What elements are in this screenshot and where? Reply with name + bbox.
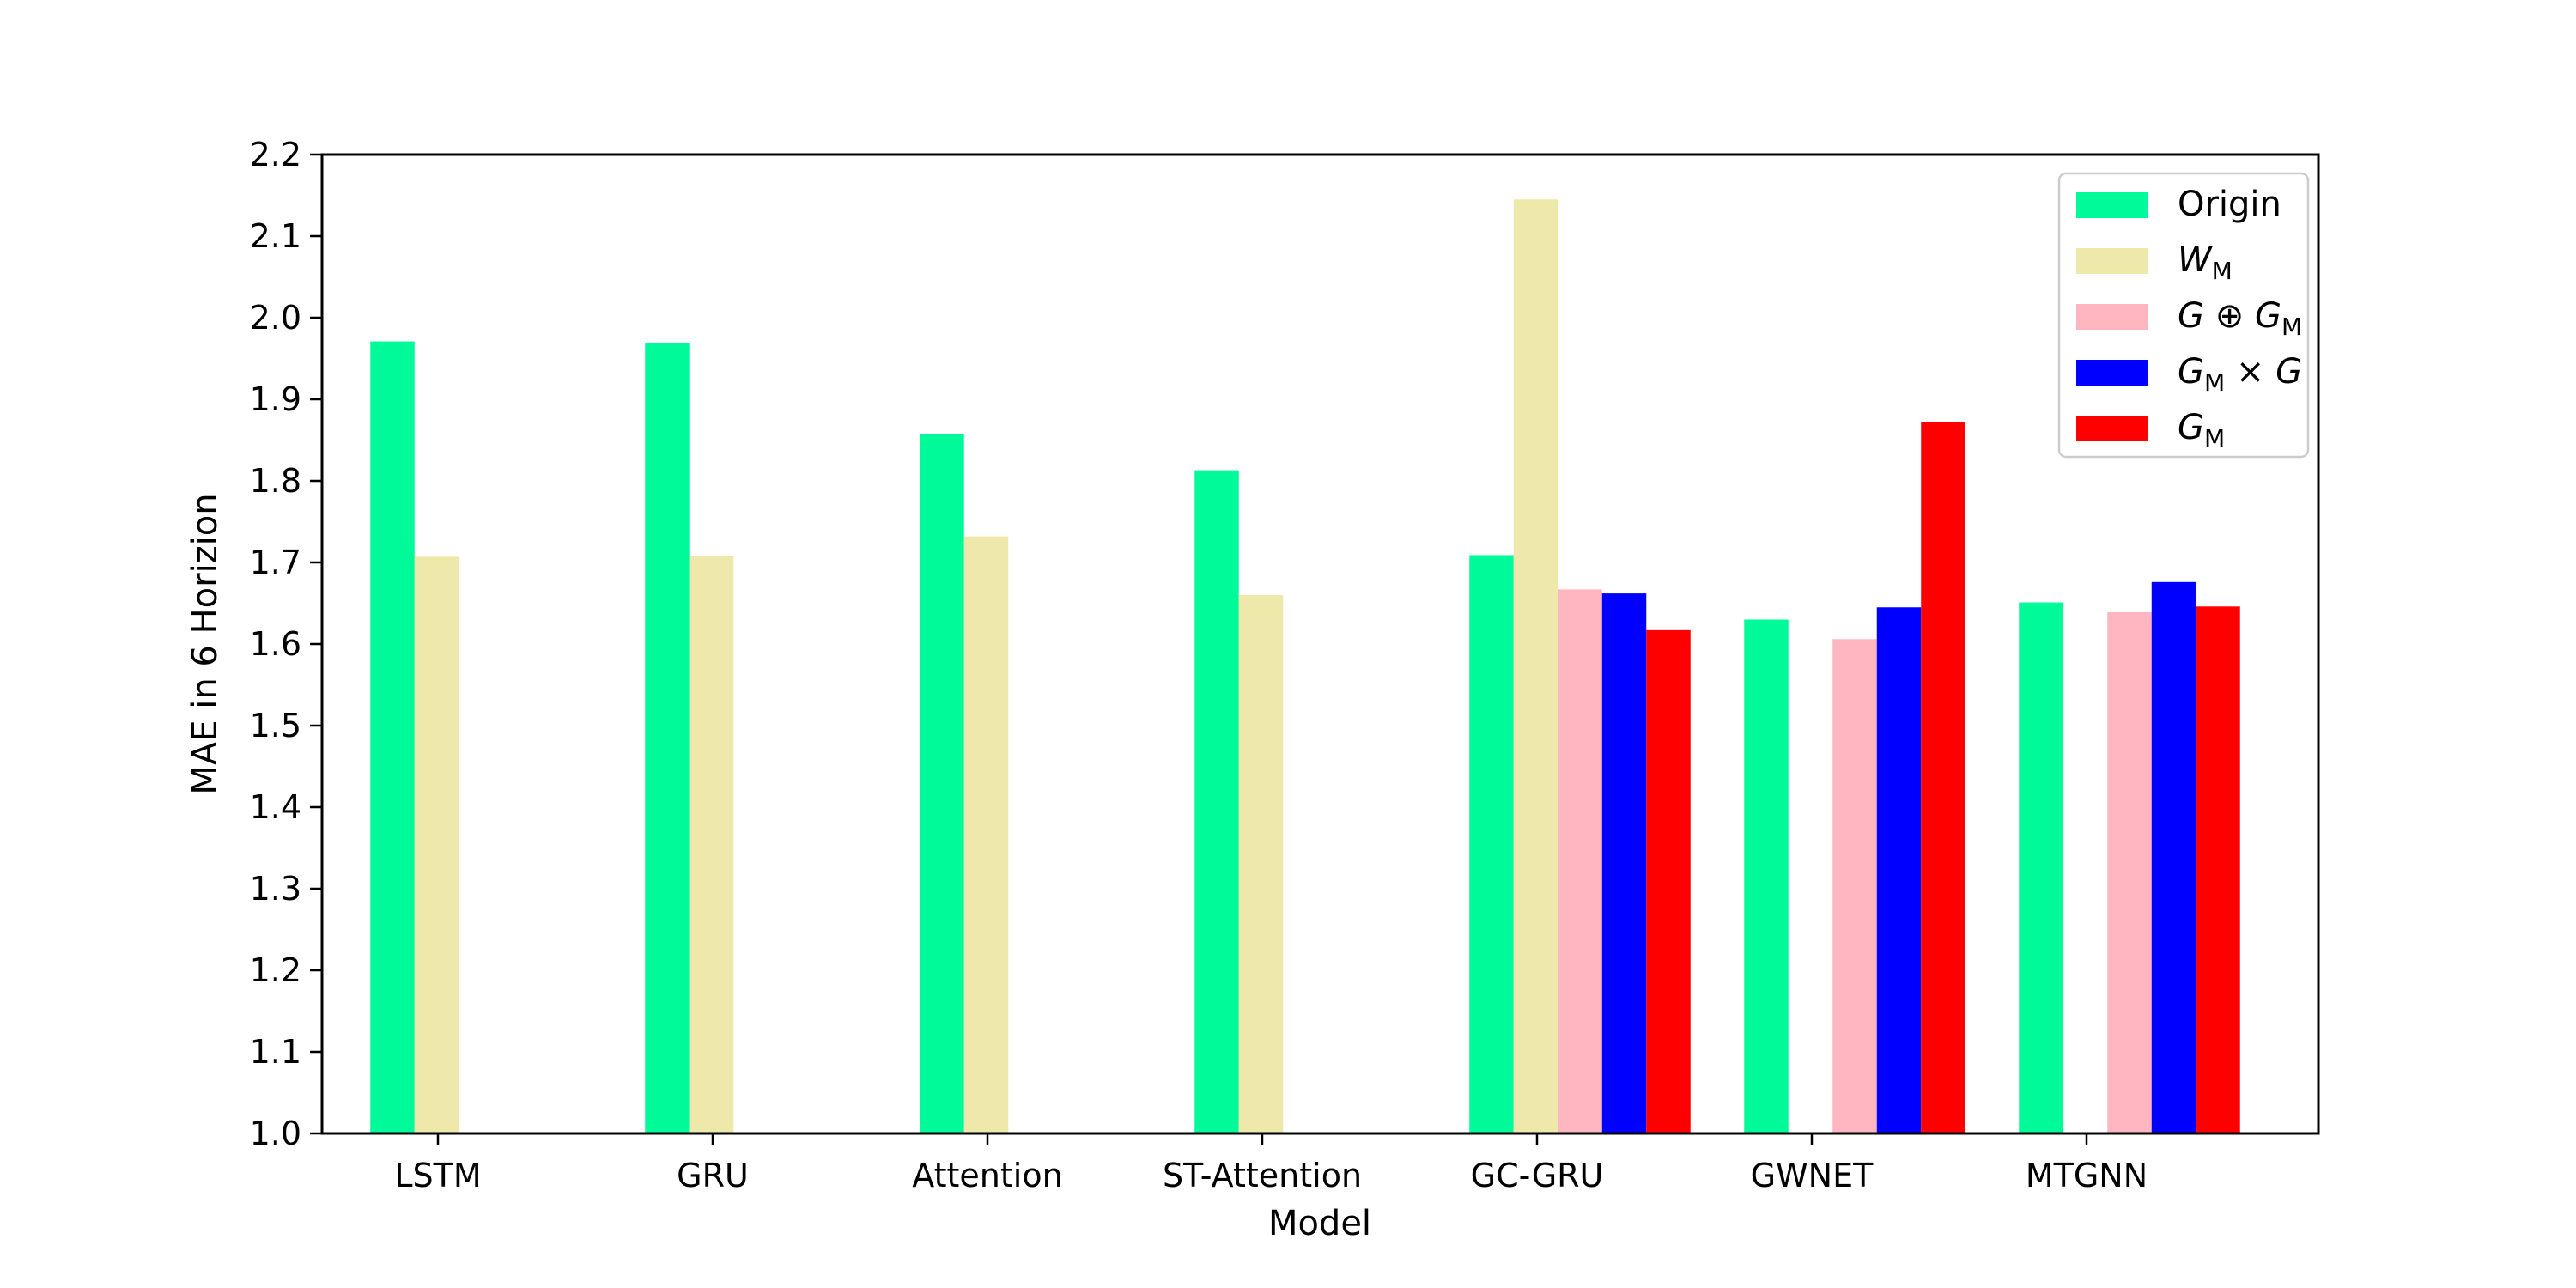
bar-gc-gru-series-5 bbox=[1646, 629, 1691, 1133]
legend-label-5: GM​ bbox=[2178, 408, 2225, 453]
legend-label-3: G ⊕ GM​ bbox=[2178, 296, 2302, 341]
legend-label-1: Origin bbox=[2178, 185, 2281, 224]
y-tick-label: 2.1 bbox=[250, 217, 301, 255]
legend-swatch-3 bbox=[2076, 304, 2148, 330]
x-axis-label: Model bbox=[1268, 1204, 1371, 1243]
bar-gwnet-series-3 bbox=[1832, 639, 1877, 1133]
x-tick-label-gwnet: GWNET bbox=[1751, 1157, 1874, 1194]
x-tick-label-mtgnn: MTGNN bbox=[2026, 1157, 2148, 1194]
y-axis: 1.0 1.1 1.2 1.3 1.4 1.5 1.6 1.7 1.8 1.9 2.0 2.1 2.2 bbox=[250, 136, 322, 1152]
legend-swatch-5 bbox=[2076, 416, 2148, 441]
legend-label-4: GM​ × G bbox=[2178, 352, 2302, 397]
bar-gc-gru-series-2 bbox=[1513, 199, 1558, 1133]
x-tick-label-gru: GRU bbox=[677, 1157, 749, 1194]
y-tick-label: 1.3 bbox=[250, 870, 301, 908]
y-tick-label: 2.0 bbox=[250, 299, 301, 337]
bar-lstm-series-1 bbox=[370, 341, 415, 1133]
legend-label-2: WM​ bbox=[2178, 240, 2233, 285]
y-tick-label: 1.4 bbox=[250, 788, 301, 826]
legend-frame bbox=[2057, 172, 2310, 459]
y-tick-label: 1.7 bbox=[250, 544, 301, 581]
bar-gwnet-series-1 bbox=[1744, 619, 1789, 1133]
x-tick-label-st-attention: ST-Attention bbox=[1163, 1157, 1362, 1194]
legend: Origin WM​ G ⊕ GM​ GM​ × G GM​ bbox=[2057, 172, 2310, 459]
y-tick-label: 1.5 bbox=[250, 707, 301, 744]
x-tick-label-attention: Attention bbox=[912, 1157, 1062, 1194]
bars-group bbox=[370, 199, 2240, 1134]
bar-gru-series-2 bbox=[689, 556, 734, 1133]
y-tick-label: 1.0 bbox=[250, 1115, 301, 1152]
bar-gwnet-series-5 bbox=[1921, 422, 1965, 1134]
y-tick-label: 1.1 bbox=[250, 1033, 301, 1071]
legend-swatch-2 bbox=[2076, 248, 2148, 274]
y-tick-label: 1.8 bbox=[250, 462, 301, 500]
legend-swatch-1 bbox=[2076, 192, 2148, 218]
bar-mtgnn-series-5 bbox=[2196, 606, 2240, 1133]
bar-attention-series-2 bbox=[963, 536, 1009, 1133]
legend-swatch-4 bbox=[2076, 360, 2148, 386]
x-tick-label-gc-gru: GC-GRU bbox=[1471, 1157, 1604, 1194]
bar-gc-gru-series-1 bbox=[1469, 555, 1514, 1133]
bar-st-attention-series-1 bbox=[1194, 470, 1239, 1133]
bar-gru-series-1 bbox=[645, 343, 690, 1133]
y-tick-label: 1.6 bbox=[250, 625, 301, 663]
y-tick-label: 2.2 bbox=[250, 136, 301, 173]
bar-mtgnn-series-1 bbox=[2019, 602, 2063, 1133]
x-axis: LSTM GRU Attention ST-Attention GC-GRU GWNET M… bbox=[394, 1133, 2148, 1194]
x-tick-label-lstm: LSTM bbox=[394, 1157, 481, 1194]
y-tick-label: 1.9 bbox=[250, 380, 301, 418]
bar-attention-series-1 bbox=[920, 434, 964, 1134]
bar-mtgnn-series-4 bbox=[2151, 581, 2196, 1133]
bar-lstm-series-2 bbox=[414, 556, 459, 1133]
bar-gc-gru-series-3 bbox=[1558, 589, 1602, 1133]
bar-st-attention-series-2 bbox=[1238, 595, 1284, 1133]
y-tick-label: 1.2 bbox=[250, 951, 301, 989]
bar-gwnet-series-4 bbox=[1876, 607, 1922, 1133]
bar-mtgnn-series-3 bbox=[2107, 611, 2152, 1133]
y-axis-label: MAE in 6 Horizion bbox=[185, 493, 225, 794]
bar-gc-gru-series-4 bbox=[1601, 593, 1647, 1133]
